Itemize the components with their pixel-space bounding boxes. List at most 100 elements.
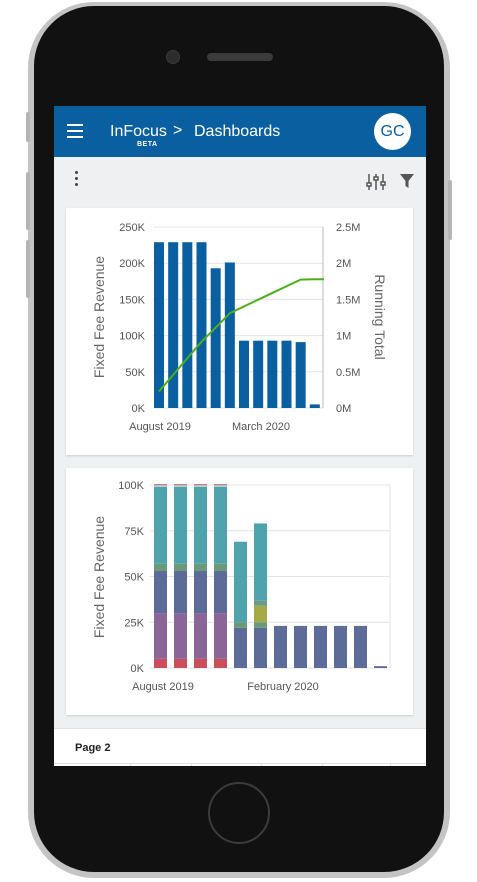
y-tick-label: 0K: [132, 403, 146, 415]
breadcrumb-separator: >: [173, 122, 183, 139]
bar: [281, 340, 292, 408]
x-tick-label: August 2019: [129, 421, 191, 433]
stacked-bar-segment: [314, 625, 327, 668]
stacked-bar-segment: [174, 571, 187, 614]
bar: [196, 242, 207, 408]
stacked-bar-chart[interactable]: 0K 25K 50K 75K 100K August 2019 February 2020 F…: [66, 468, 413, 715]
stacked-bar-segment: [154, 571, 167, 614]
stacked-bar-segment: [194, 485, 207, 487]
y-tick-label: 250K: [119, 222, 145, 234]
page2-title: Page 2: [75, 742, 111, 754]
filter-icon[interactable]: [399, 173, 415, 189]
y-tick-label: 25K: [124, 617, 144, 629]
stacked-bar-segment: [174, 563, 187, 572]
stacked-bar-segment: [154, 658, 167, 668]
stacked-bar-segment: [174, 484, 187, 486]
kebab-menu-icon[interactable]: [73, 171, 79, 189]
chart-card-revenue-stacked: 0K 25K 50K 75K 100K August 2019 February 2020 F…: [66, 468, 413, 715]
stacked-bar-segment: [194, 613, 207, 659]
volume-down-button: [26, 240, 30, 298]
stacked-bar-segment: [154, 563, 167, 572]
stacked-bar-segment: [214, 484, 227, 486]
y-tick-label: 50K: [124, 572, 144, 584]
stacked-bar-segment: [374, 666, 387, 668]
stacked-bar-segment: [194, 571, 207, 614]
page2-column-divider: [191, 763, 192, 766]
bar: [154, 242, 164, 408]
y2-tick-label: 2M: [336, 258, 351, 270]
bar: [239, 340, 249, 408]
stacked-bar-segment: [294, 625, 307, 668]
stacked-bar-segment: [274, 625, 287, 668]
app-name[interactable]: InFocus: [110, 123, 167, 140]
stacked-bar-segment: [174, 485, 187, 487]
hamburger-menu-icon[interactable]: [67, 124, 83, 138]
stacked-bar-segment: [254, 605, 267, 623]
y-axis-label: Fixed Fee Revenue: [91, 516, 107, 638]
y-tick-label: 50K: [125, 367, 145, 379]
x-tick-label: March 2020: [232, 421, 290, 433]
stacked-bar-segment: [174, 658, 187, 668]
stacked-bar-segment: [194, 658, 207, 668]
bar: [182, 242, 193, 408]
y2-tick-label: 1M: [336, 331, 351, 343]
bar: [309, 404, 320, 408]
y2-tick-label: 2.5M: [336, 222, 360, 234]
bar: [267, 340, 278, 408]
y-tick-label: 0K: [131, 663, 145, 675]
y-tick-label: 200K: [119, 258, 145, 270]
stacked-bar-segment: [194, 484, 207, 486]
sliders-icon[interactable]: [366, 173, 386, 191]
y2-tick-label: 0.5M: [336, 367, 360, 379]
y-tick-label: 75K: [124, 526, 144, 538]
front-camera: [166, 50, 180, 64]
earpiece-speaker: [207, 53, 273, 61]
stacked-bar-segment: [154, 485, 167, 487]
stacked-bar-segment: [154, 484, 167, 486]
page2-column-divider: [390, 763, 391, 766]
x-tick-label: August 2019: [132, 681, 194, 693]
page2-divider: [54, 763, 426, 764]
stacked-bar-segment: [234, 541, 247, 623]
stacked-bar-segment: [334, 625, 347, 668]
stacked-bar-segment: [214, 571, 227, 614]
y-axis-label: Fixed Fee Revenue: [91, 256, 107, 378]
stacked-bar-segment: [254, 523, 267, 601]
bar: [224, 262, 235, 408]
page2-column-divider: [322, 763, 323, 766]
stacked-bar-segment: [174, 613, 187, 659]
stacked-bar-segment: [214, 485, 227, 487]
stacked-bar-segment: [194, 486, 207, 564]
dashboard-toolbar: [54, 157, 426, 203]
stacked-bar-segment: [254, 627, 267, 668]
app-header: InFocus BETA > Dashboards GC: [54, 106, 426, 157]
stacked-bar-segment: [194, 563, 207, 572]
page2-column-divider: [261, 763, 262, 766]
stacked-bar-segment: [214, 486, 227, 564]
bar: [295, 342, 306, 408]
y2-axis-label: Running Total: [372, 274, 388, 359]
stacked-bar-segment: [254, 622, 267, 628]
combo-chart[interactable]: 0K 50K 100K 150K 200K 250K 0M 0.5M 1M 1.5M 2M 2.5M A…: [66, 208, 413, 455]
y-tick-label: 150K: [119, 294, 145, 306]
y2-tick-label: 0M: [336, 403, 351, 415]
chart-card-revenue-running-total: 0K 50K 100K 150K 200K 250K 0M 0.5M 1M 1.5M 2M 2.5M A…: [66, 208, 413, 455]
stacked-bar-segment: [254, 600, 267, 606]
stacked-bar-segment: [214, 613, 227, 659]
stacked-bar-segment: [214, 563, 227, 572]
bar: [168, 242, 179, 408]
mute-switch: [26, 112, 30, 142]
x-tick-label: February 2020: [247, 681, 319, 693]
breadcrumb-dashboards[interactable]: Dashboards: [194, 123, 281, 140]
running-total-line: [158, 278, 324, 393]
beta-badge: BETA: [137, 141, 158, 148]
stacked-bar-segment: [354, 625, 367, 668]
home-button[interactable]: [208, 782, 270, 844]
stacked-bar-segment: [174, 486, 187, 564]
user-avatar[interactable]: GC: [374, 113, 411, 150]
stacked-bar-segment: [154, 486, 167, 564]
power-button: [448, 180, 452, 240]
bar: [210, 268, 221, 408]
app-screen: InFocus BETA > Dashboards GC 0K 50K 100K 15…: [54, 106, 426, 766]
page2-column-divider: [130, 763, 131, 766]
